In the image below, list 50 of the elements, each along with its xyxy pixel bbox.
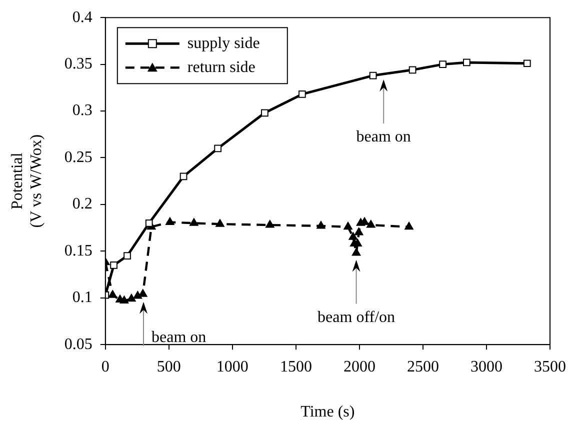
y-tick-label: 0.25 [64,148,92,166]
point [120,296,129,304]
point [190,218,198,226]
y-tick-label: 0.4 [72,8,92,26]
point [108,290,118,298]
annotation: beam on [152,329,206,346]
point [408,66,416,74]
point [404,222,414,230]
x-axis-title: Time (s) [300,404,355,421]
point [110,262,118,269]
annotation: beam off/on [318,309,396,326]
point [348,232,358,240]
point [266,220,274,228]
x-tick-label: 1000 [216,358,248,376]
x-tick-label: 500 [156,358,181,376]
point [214,144,222,152]
point [180,172,188,180]
point [369,72,377,80]
point [166,217,174,225]
point [462,58,470,66]
point [344,222,352,230]
point [145,219,153,227]
point [523,60,531,68]
legend-label: supply side [187,34,260,52]
point [316,220,326,229]
y-tick-label: 0.05 [64,336,92,353]
annotation: beam on [356,128,411,146]
x-tick-label: 2500 [406,358,439,376]
x-tick-label: 1500 [280,358,312,376]
point [439,60,446,68]
point [261,109,268,117]
point [366,220,376,228]
y-tick-label: 0.2 [72,196,92,213]
point [298,90,306,98]
y-axis-title: Potential (V vs W/Wox) [8,134,46,228]
x-tick-label: 3500 [534,358,566,376]
point [354,227,364,236]
y-tick-label: 0.3 [72,102,92,120]
legend-label: return side [187,58,256,76]
point [133,291,142,299]
y-tick-label: 0.35 [64,56,92,73]
x-tick-label: 2000 [343,358,376,376]
x-tick-label: 3000 [470,358,502,376]
point [352,248,361,256]
y-tick-label: 0.15 [64,242,92,260]
y-tick-label: 0.1 [72,289,92,306]
x-tick-label: 0 [101,358,110,376]
point [216,219,224,227]
point [124,252,131,260]
point [127,294,136,302]
